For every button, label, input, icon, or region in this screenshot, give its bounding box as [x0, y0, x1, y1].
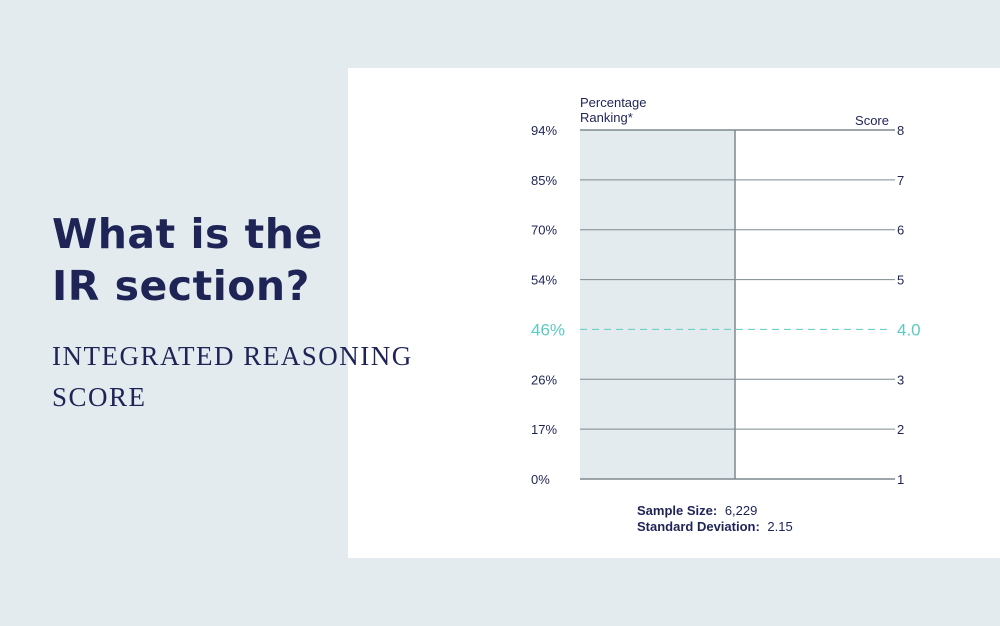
left-axis-title-line-1: Percentage — [580, 95, 647, 110]
subtitle: INTEGRATED REASONING SCORE — [52, 336, 413, 418]
footer-line-1: Sample Size: 6,229 — [637, 503, 757, 518]
subtitle-line-2: SCORE — [52, 382, 147, 412]
standard-deviation-value: 2.15 — [767, 519, 792, 534]
headline-line-1: What is the — [52, 210, 323, 258]
percentile-label: 0% — [531, 472, 550, 487]
headline-line-2: IR section? — [52, 262, 310, 310]
score-label: 7 — [897, 173, 904, 188]
score-label: 1 — [897, 472, 904, 487]
score-label: 2 — [897, 422, 904, 437]
standard-deviation-label: Standard Deviation: — [637, 519, 760, 534]
left-axis-title-line-2: Ranking* — [580, 110, 633, 125]
footer-line-2: Standard Deviation: 2.15 — [637, 519, 793, 534]
score-label: 5 — [897, 273, 904, 288]
sample-size-value: 6,229 — [725, 503, 758, 518]
percentile-label: 54% — [531, 273, 557, 288]
percentile-label: 94% — [531, 123, 557, 138]
right-axis-title: Score — [855, 113, 889, 128]
percentile-label: 26% — [531, 372, 557, 387]
subtitle-line-1: INTEGRATED REASONING — [52, 341, 413, 371]
headline: What is the IR section? — [52, 208, 323, 312]
score-label-highlight: 4.0 — [897, 320, 921, 339]
percentile-label: 70% — [531, 223, 557, 238]
percentile-label: 17% — [531, 422, 557, 437]
score-label: 3 — [897, 372, 904, 387]
shaded-area — [580, 130, 735, 479]
percentile-label-highlight: 46% — [531, 320, 565, 339]
score-label: 8 — [897, 123, 904, 138]
percentile-label: 85% — [531, 173, 557, 188]
score-label: 6 — [897, 223, 904, 238]
sample-size-label: Sample Size: — [637, 503, 717, 518]
